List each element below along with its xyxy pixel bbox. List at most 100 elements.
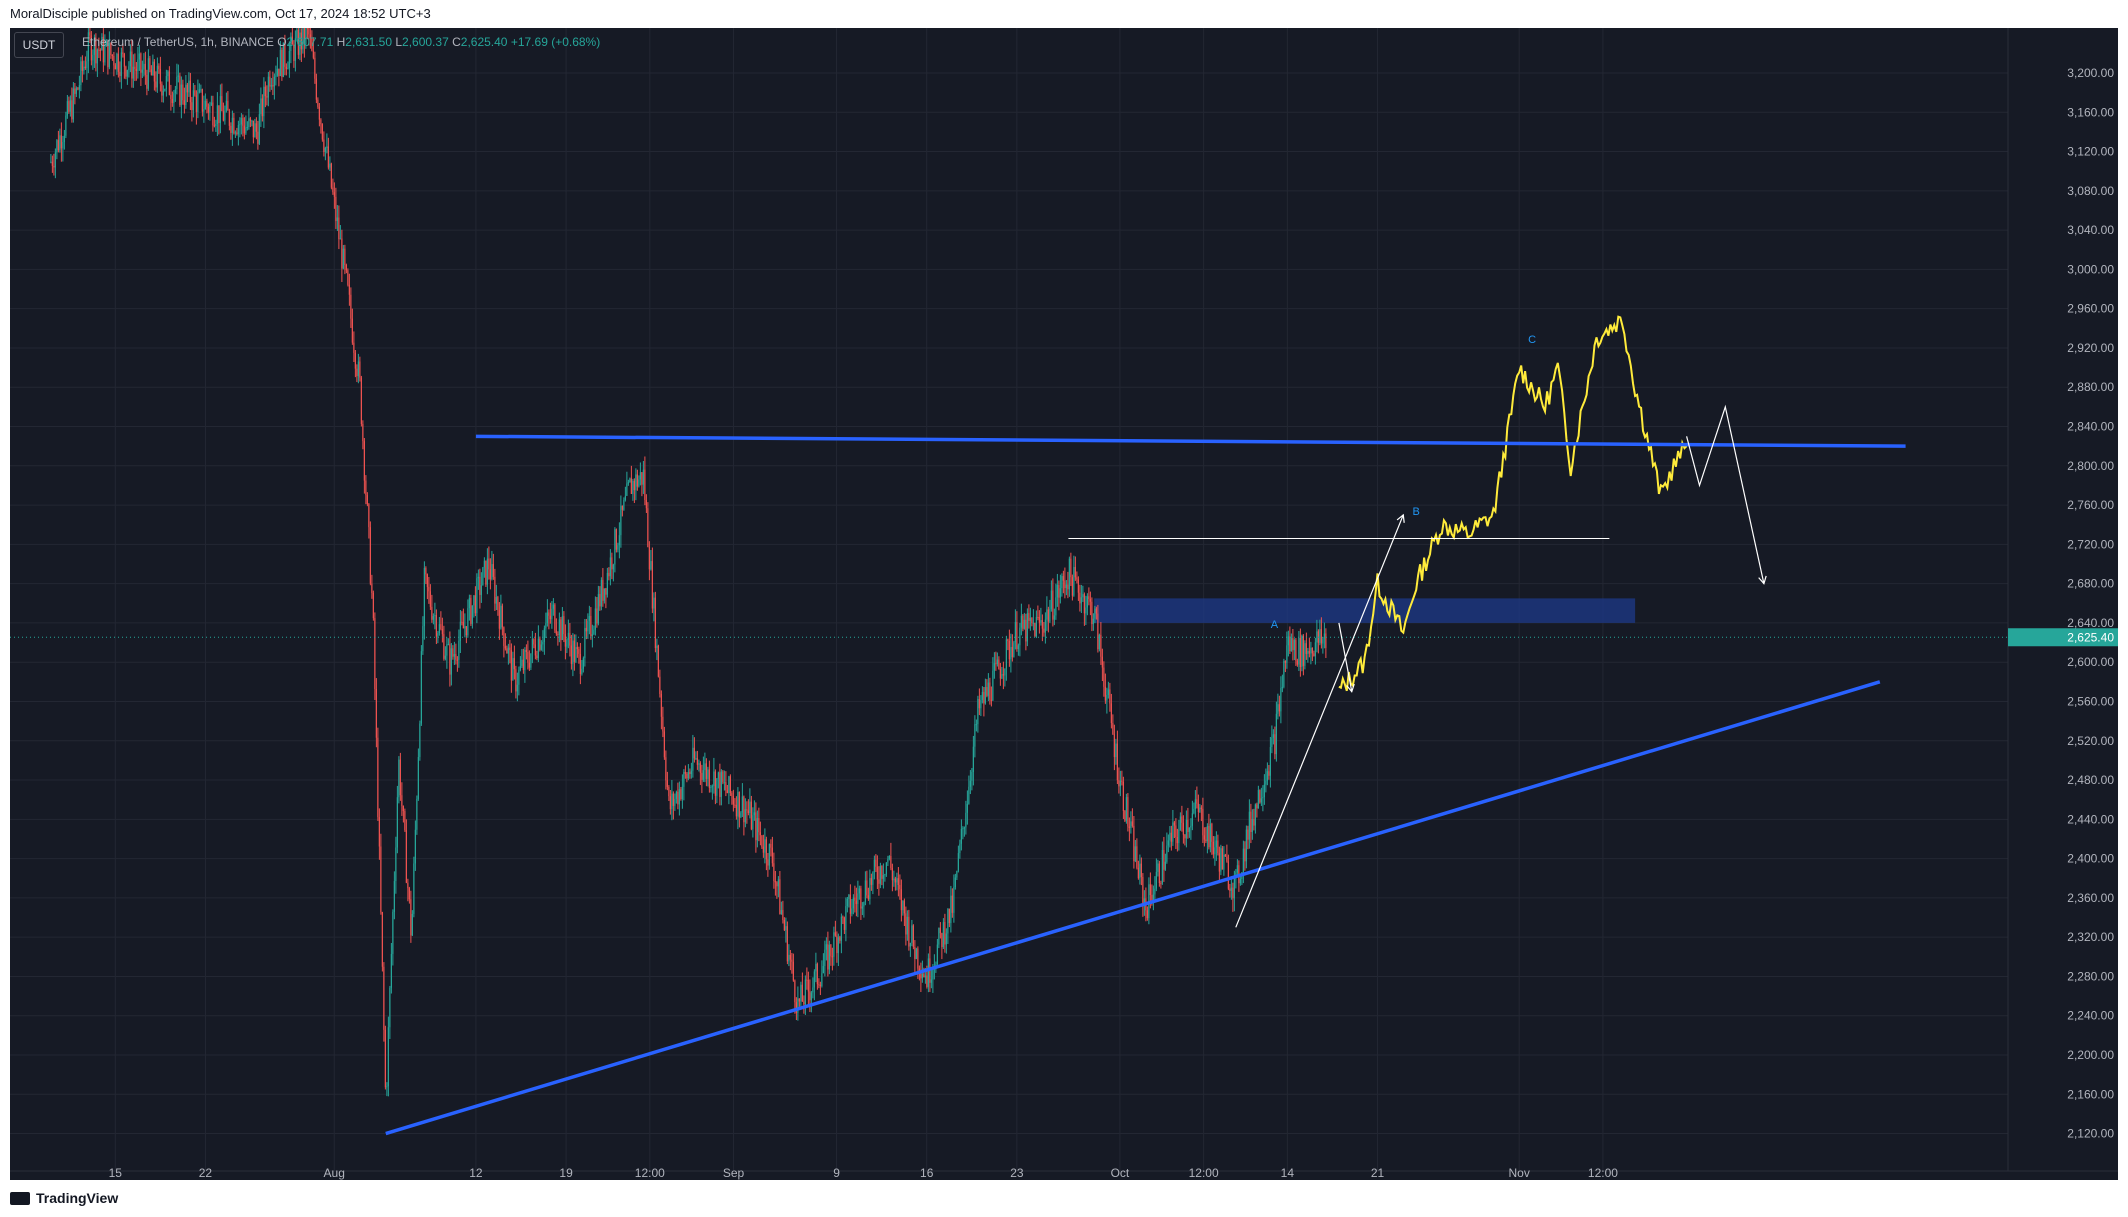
candle-body <box>993 663 995 671</box>
candle-body <box>903 900 905 914</box>
candle-body <box>566 639 568 647</box>
candle-body <box>1019 627 1021 646</box>
candle-body <box>323 139 325 152</box>
time-tick-label: 12:00 <box>635 1166 665 1180</box>
candle-body <box>431 606 433 620</box>
candle-body <box>408 888 410 900</box>
candle-body <box>467 608 469 636</box>
candle-body <box>813 971 815 988</box>
candle-body <box>1319 629 1321 643</box>
candle-body <box>1256 804 1258 809</box>
candle-body <box>72 88 74 120</box>
candle-body <box>480 585 482 595</box>
candle-body <box>884 874 886 876</box>
candle-body <box>1152 894 1154 904</box>
time-axis[interactable]: 15 22 Aug 12 19 12:00 Sep 9 16 23 Oct 12:00 14 21 Nov 1… <box>10 1166 2118 1180</box>
candle-body <box>80 61 82 86</box>
candle-body <box>702 770 704 780</box>
candle-body <box>1196 799 1198 804</box>
candle-body <box>842 916 844 918</box>
candle-body <box>792 961 794 981</box>
candle-body <box>848 894 850 899</box>
candle-body <box>720 771 722 797</box>
candle-body <box>446 644 448 656</box>
candle-body <box>1052 590 1054 620</box>
candle-body <box>684 771 686 774</box>
candle-body <box>920 972 922 979</box>
candle-body <box>402 805 404 812</box>
candle-body <box>405 830 407 883</box>
candle-body <box>759 832 761 836</box>
candle-body <box>1149 884 1151 896</box>
candle-body <box>311 38 313 51</box>
candle-body <box>960 828 962 844</box>
candle-body <box>324 147 326 152</box>
candle-body <box>578 649 580 654</box>
candle-body <box>513 658 515 670</box>
candle-body <box>947 908 949 934</box>
candle-body <box>344 248 346 265</box>
candle-body <box>1302 635 1304 666</box>
candle-body <box>1139 863 1141 879</box>
price-tick-label: 2,880.00 <box>2067 380 2114 394</box>
candle-body <box>1286 645 1288 663</box>
candle-body <box>95 38 97 64</box>
candle-body <box>368 504 370 528</box>
candle-body <box>363 441 365 481</box>
candle-body <box>627 482 629 484</box>
candle-body <box>1061 576 1063 589</box>
candle-body <box>264 86 266 97</box>
tradingview-logo[interactable]: TradingView <box>10 1190 118 1206</box>
candle-body <box>771 847 773 864</box>
candle-body <box>225 100 227 111</box>
candle-body <box>959 843 961 854</box>
candle-body <box>1248 811 1250 840</box>
price-chart[interactable]: A B C 3,200.00 3,160.00 3,120.00 3,080.00 3,04… <box>10 28 2118 1180</box>
candle-body <box>1175 825 1177 838</box>
time-tick-label: 12 <box>469 1166 483 1180</box>
candle-body <box>393 881 395 912</box>
candle-body <box>683 771 685 787</box>
candle-body <box>635 474 637 491</box>
candle-body <box>698 763 700 765</box>
candle-body <box>1178 829 1180 844</box>
candle-body <box>135 68 137 72</box>
candle-body <box>375 689 377 738</box>
currency-button[interactable]: USDT <box>14 32 64 58</box>
candle-body <box>198 89 200 93</box>
candle-body <box>887 858 889 863</box>
candle-body <box>62 142 64 149</box>
arrow-head <box>1346 683 1355 693</box>
candle-body <box>630 478 632 494</box>
candle-body <box>1268 771 1270 776</box>
candle-body <box>857 893 859 904</box>
candle-body <box>945 933 947 945</box>
candle-body <box>317 99 319 107</box>
candle-body <box>1227 861 1229 889</box>
candle-body <box>794 980 796 1003</box>
candle-body <box>140 53 142 73</box>
candle-body <box>143 63 145 70</box>
price-axis[interactable]: 3,200.00 3,160.00 3,120.00 3,080.00 3,040.00… <box>10 28 2118 1180</box>
candle-body <box>729 776 731 794</box>
candle-body <box>510 650 512 681</box>
candle-body <box>432 616 434 620</box>
candle-body <box>581 668 583 675</box>
candle-body <box>141 69 143 73</box>
candle-body <box>1203 835 1205 840</box>
candle-body <box>188 80 190 93</box>
candle-body <box>263 86 265 117</box>
candle-body <box>329 163 331 168</box>
candle-body <box>495 597 497 604</box>
candle-body <box>179 75 181 106</box>
candle-body <box>258 114 260 144</box>
chart-area[interactable]: A B C 3,200.00 3,160.00 3,120.00 3,080.00 3,04… <box>10 28 2118 1180</box>
candle-body <box>233 117 235 134</box>
candle-body <box>468 597 470 609</box>
current-price-tag <box>2008 628 2118 647</box>
candle-body <box>1304 643 1306 666</box>
candle-body <box>465 626 467 636</box>
candle-body <box>543 628 545 642</box>
candle-body <box>128 66 130 71</box>
candle-body <box>53 165 55 168</box>
